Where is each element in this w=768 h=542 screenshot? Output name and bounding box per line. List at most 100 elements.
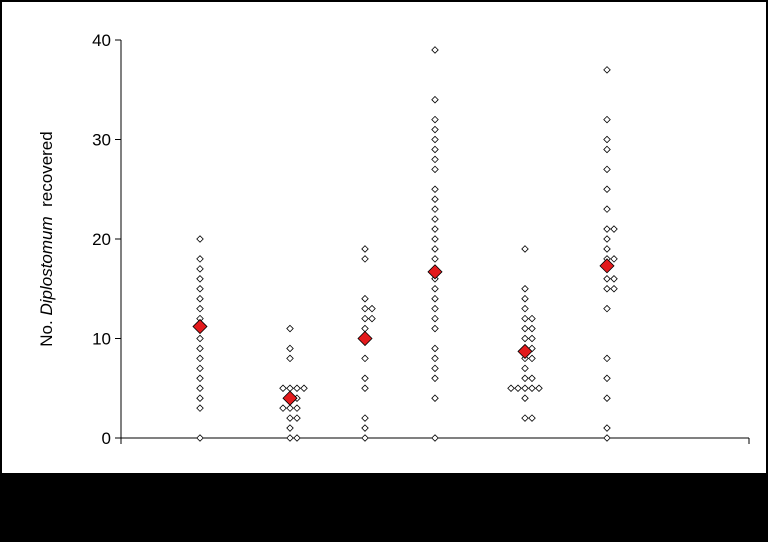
data-point: [514, 384, 522, 393]
data-point: [196, 374, 204, 383]
data-point: [196, 354, 204, 363]
data-point: [431, 125, 439, 134]
data-point: [196, 384, 204, 393]
data-point: [507, 384, 515, 393]
data-point: [431, 255, 439, 263]
data-point: [528, 374, 536, 383]
data-point: [431, 185, 439, 194]
data-point: [368, 304, 376, 313]
data-point: [521, 394, 529, 402]
data-point: [286, 344, 294, 353]
y-axis-label-italic: Diplostomum: [37, 216, 56, 315]
y-axis-label-prefix: No.: [37, 316, 56, 347]
data-point: [196, 364, 204, 373]
data-point: [528, 314, 536, 323]
data-point: [535, 384, 543, 393]
y-ticks: 0 10 20 30 40: [92, 31, 121, 448]
data-point: [368, 314, 376, 323]
data-point: [300, 384, 308, 393]
data-point: [286, 434, 294, 442]
data-point: [196, 434, 204, 442]
mean-marker: [357, 330, 373, 347]
mean-marker: [517, 343, 533, 360]
data-point: [279, 404, 287, 412]
data-point: [603, 245, 611, 253]
data-point: [361, 434, 369, 442]
data-point: [431, 394, 439, 402]
data-point: [603, 424, 611, 432]
data-point: [196, 265, 204, 273]
data-point: [528, 354, 536, 363]
data-point: [521, 384, 529, 393]
data-point: [293, 384, 301, 393]
data-point: [521, 304, 529, 313]
data-point: [521, 284, 529, 293]
data-point: [603, 304, 611, 313]
data-point: [361, 414, 369, 422]
data-point: [431, 165, 439, 174]
data-point: [361, 255, 369, 263]
data-point: [196, 404, 204, 412]
data-point: [431, 115, 439, 124]
data-point: [521, 324, 529, 333]
data-point: [286, 324, 294, 333]
group-label: single infected: [219, 506, 328, 525]
x-category-labels: F2 ben lim F2 ben lim: [190, 472, 618, 491]
data-point: [603, 275, 611, 283]
data-point: [431, 245, 439, 253]
data-point: [528, 334, 536, 343]
data-point: [431, 235, 439, 243]
data-point: [521, 294, 529, 303]
y-tick-label: 20: [92, 230, 111, 249]
data-point: [521, 374, 529, 383]
data-point: [431, 145, 439, 154]
data-point: [603, 374, 611, 383]
data-point: [603, 354, 611, 363]
data-point: [361, 354, 369, 363]
data-point: [431, 225, 439, 233]
data-point: [286, 414, 294, 422]
y-tick-label: 0: [102, 429, 111, 448]
data-point: [603, 135, 611, 144]
data-point: [196, 284, 204, 293]
data-point: [603, 225, 611, 233]
group-labels: single infected double infected: [219, 506, 580, 525]
data-point: [286, 424, 294, 432]
x-category-label: ben: [511, 472, 539, 491]
data-point: [603, 66, 611, 74]
data-point: [603, 235, 611, 243]
data-point: [279, 384, 287, 393]
data-point: [528, 414, 536, 422]
data-point: [431, 344, 439, 353]
data-point: [361, 424, 369, 432]
mean-marker: [599, 258, 615, 274]
data-point: [610, 284, 618, 293]
data-point: [431, 205, 439, 213]
data-point: [431, 46, 439, 54]
data-point: [293, 434, 301, 442]
data-point: [431, 155, 439, 164]
mean-marker: [282, 390, 298, 406]
data-point: [528, 384, 536, 393]
data-point: [196, 394, 204, 402]
mean-marker: [192, 318, 208, 335]
data-point: [361, 374, 369, 383]
data-point: [603, 284, 611, 293]
data-point: [603, 165, 611, 174]
data-point: [521, 414, 529, 422]
y-axis-label: No. Diplostomum recovered: [37, 131, 56, 346]
data-point: [286, 354, 294, 363]
y-axis-label-suffix: recovered: [37, 131, 56, 216]
group-label: double infected: [464, 506, 579, 525]
data-point: [431, 135, 439, 144]
data-point: [361, 294, 369, 303]
x-category-label: F2: [425, 472, 445, 491]
data-point: [603, 434, 611, 442]
data-point: [521, 364, 529, 373]
data-point: [603, 394, 611, 402]
data-point: [196, 275, 204, 283]
data-point: [361, 304, 369, 313]
x-category-label: lim: [354, 472, 376, 491]
data-point: [196, 235, 204, 243]
